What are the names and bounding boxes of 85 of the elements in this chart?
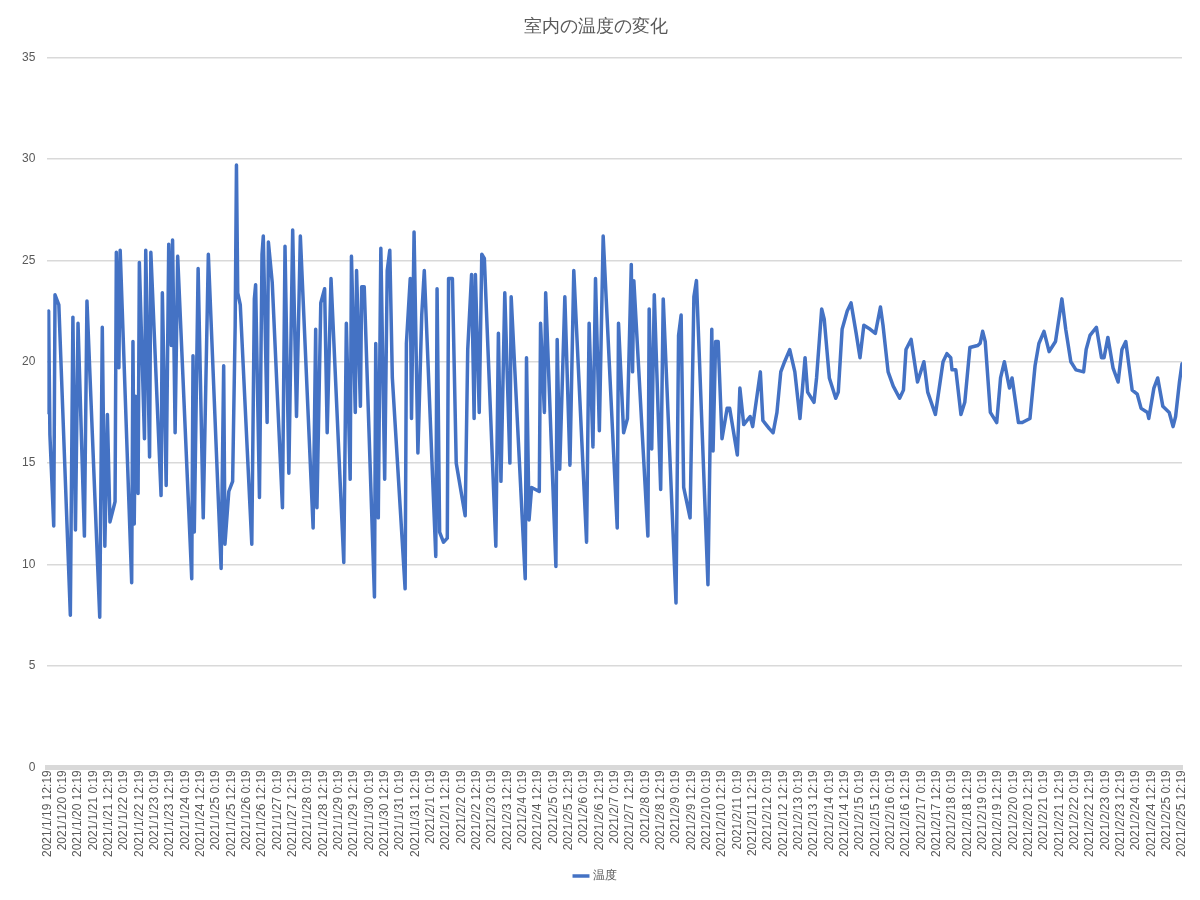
y-tick-label: 5 xyxy=(28,658,36,673)
x-tick-label: 2021/1/22 0:19 xyxy=(116,769,131,851)
x-tick-label: 2021/2/24 0:19 xyxy=(1128,769,1143,851)
x-tick-label: 2021/1/21 12:19 xyxy=(100,769,115,857)
x-tick-label: 2021/2/10 0:19 xyxy=(698,769,713,851)
x-tick-label: 2021/2/2 12:19 xyxy=(468,769,483,851)
x-tick-label: 2021/2/4 0:19 xyxy=(514,769,529,844)
x-tick-label: 2021/1/28 0:19 xyxy=(300,769,315,851)
x-tick-label: 2021/1/25 0:19 xyxy=(208,769,223,851)
x-tick-label: 2021/2/6 12:19 xyxy=(591,769,606,851)
x-tick-label: 2021/2/13 12:19 xyxy=(806,769,821,857)
x-tick-label: 2021/1/31 0:19 xyxy=(392,769,407,851)
x-tick-label: 2021/2/3 12:19 xyxy=(499,769,514,851)
y-tick-label: 30 xyxy=(21,151,36,166)
x-tick-label: 2021/2/25 0:19 xyxy=(1158,769,1173,851)
x-tick-label: 2021/2/20 12:19 xyxy=(1020,769,1035,857)
x-tick-label: 2021/1/25 12:19 xyxy=(223,769,238,857)
x-tick-label: 2021/1/29 0:19 xyxy=(330,769,345,851)
x-tick-label: 2021/2/14 12:19 xyxy=(836,769,851,857)
x-tick-label: 2021/2/22 12:19 xyxy=(1082,769,1097,857)
y-tick-label: 20 xyxy=(21,354,36,369)
x-tick-label: 2021/2/4 12:19 xyxy=(530,769,545,851)
x-tick-label: 2021/2/3 0:19 xyxy=(484,769,499,844)
x-tick-label: 2021/1/22 12:19 xyxy=(131,769,146,857)
x-tick-label: 2021/1/20 0:19 xyxy=(54,769,69,851)
x-tick-label: 2021/1/20 12:19 xyxy=(70,769,85,857)
x-tick-label: 2021/2/23 0:19 xyxy=(1097,769,1112,851)
x-tick-label: 2021/2/18 12:19 xyxy=(959,769,974,857)
x-tick-label: 2021/1/29 12:19 xyxy=(346,769,361,857)
x-tick-label: 2021/1/26 0:19 xyxy=(238,769,253,851)
x-tick-label: 2021/2/11 0:19 xyxy=(729,769,744,850)
x-tick-label: 2021/2/25 12:19 xyxy=(1174,769,1189,857)
y-tick-label: 25 xyxy=(21,252,36,267)
x-tick-label: 2021/2/13 0:19 xyxy=(790,769,805,851)
x-tick-label: 2021/2/12 0:19 xyxy=(760,769,775,851)
x-tick-label: 2021/1/24 12:19 xyxy=(192,769,207,857)
x-tick-label: 2021/2/22 0:19 xyxy=(1066,769,1081,851)
x-tick-label: 2021/2/8 12:19 xyxy=(652,769,667,851)
x-tick-label: 2021/2/16 0:19 xyxy=(882,769,897,851)
x-tick-label: 2021/1/30 12:19 xyxy=(376,769,391,857)
x-tick-label: 2021/2/7 0:19 xyxy=(606,769,621,844)
x-tick-label: 2021/2/21 12:19 xyxy=(1051,769,1066,857)
x-tick-label: 2021/2/9 12:19 xyxy=(683,769,698,851)
x-tick-label: 2021/2/18 0:19 xyxy=(944,769,959,851)
y-tick-label: 15 xyxy=(21,455,36,470)
x-tick-label: 2021/2/12 12:19 xyxy=(775,769,790,857)
x-tick-label: 2021/2/17 0:19 xyxy=(913,769,928,851)
x-tick-label: 2021/2/23 12:19 xyxy=(1112,769,1127,857)
x-tick-label: 2021/1/23 12:19 xyxy=(162,769,177,857)
x-tick-label: 2021/1/21 0:19 xyxy=(85,769,100,851)
y-tick-label: 35 xyxy=(21,49,36,64)
x-tick-label: 2021/2/20 0:19 xyxy=(1005,769,1020,851)
x-tick-label: 2021/2/8 0:19 xyxy=(637,769,652,844)
x-tick-label: 2021/2/14 0:19 xyxy=(821,769,836,851)
x-tick-label: 2021/1/28 12:19 xyxy=(315,769,330,857)
x-tick-label: 2021/2/15 12:19 xyxy=(867,769,882,857)
x-tick-label: 2021/2/5 0:19 xyxy=(545,769,560,844)
x-tick-label: 2021/2/7 12:19 xyxy=(622,769,637,851)
x-tick-label: 2021/1/26 12:19 xyxy=(254,769,269,857)
legend-label: 温度 xyxy=(593,868,617,883)
x-tick-label: 2021/1/27 0:19 xyxy=(269,769,284,851)
x-tick-label: 2021/2/10 12:19 xyxy=(714,769,729,857)
x-tick-label: 2021/2/16 12:19 xyxy=(898,769,913,857)
x-tick-label: 2021/1/27 12:19 xyxy=(284,769,299,857)
x-tick-label: 2021/2/1 12:19 xyxy=(438,769,453,851)
x-tick-label: 2021/2/15 0:19 xyxy=(852,769,867,851)
x-tick-label: 2021/1/23 0:19 xyxy=(146,769,161,851)
x-tick-label: 2021/1/31 12:19 xyxy=(407,769,422,857)
x-tick-label: 2021/2/11 12:19 xyxy=(744,769,759,857)
x-tick-label: 2021/2/19 0:19 xyxy=(974,769,989,851)
chart-title: 室内の温度の変化 xyxy=(524,15,668,36)
x-tick-label: 2021/2/17 12:19 xyxy=(928,769,943,857)
x-tick-label: 2021/2/2 0:19 xyxy=(453,769,468,844)
x-tick-label: 2021/2/24 12:19 xyxy=(1143,769,1158,857)
y-tick-label: 0 xyxy=(28,759,36,774)
x-tick-label: 2021/1/19 12:19 xyxy=(39,769,54,857)
x-tick-label: 2021/2/6 0:19 xyxy=(576,769,591,844)
x-tick-label: 2021/2/1 0:19 xyxy=(422,769,437,844)
y-tick-label: 10 xyxy=(21,556,36,571)
x-tick-label: 2021/2/5 12:19 xyxy=(560,769,575,851)
x-tick-label: 2021/2/21 0:19 xyxy=(1036,769,1051,851)
x-tick-label: 2021/1/24 0:19 xyxy=(177,769,192,851)
x-tick-label: 2021/1/30 0:19 xyxy=(361,769,376,851)
x-tick-label: 2021/2/19 12:19 xyxy=(990,769,1005,857)
x-tick-label: 2021/2/9 0:19 xyxy=(668,769,683,844)
